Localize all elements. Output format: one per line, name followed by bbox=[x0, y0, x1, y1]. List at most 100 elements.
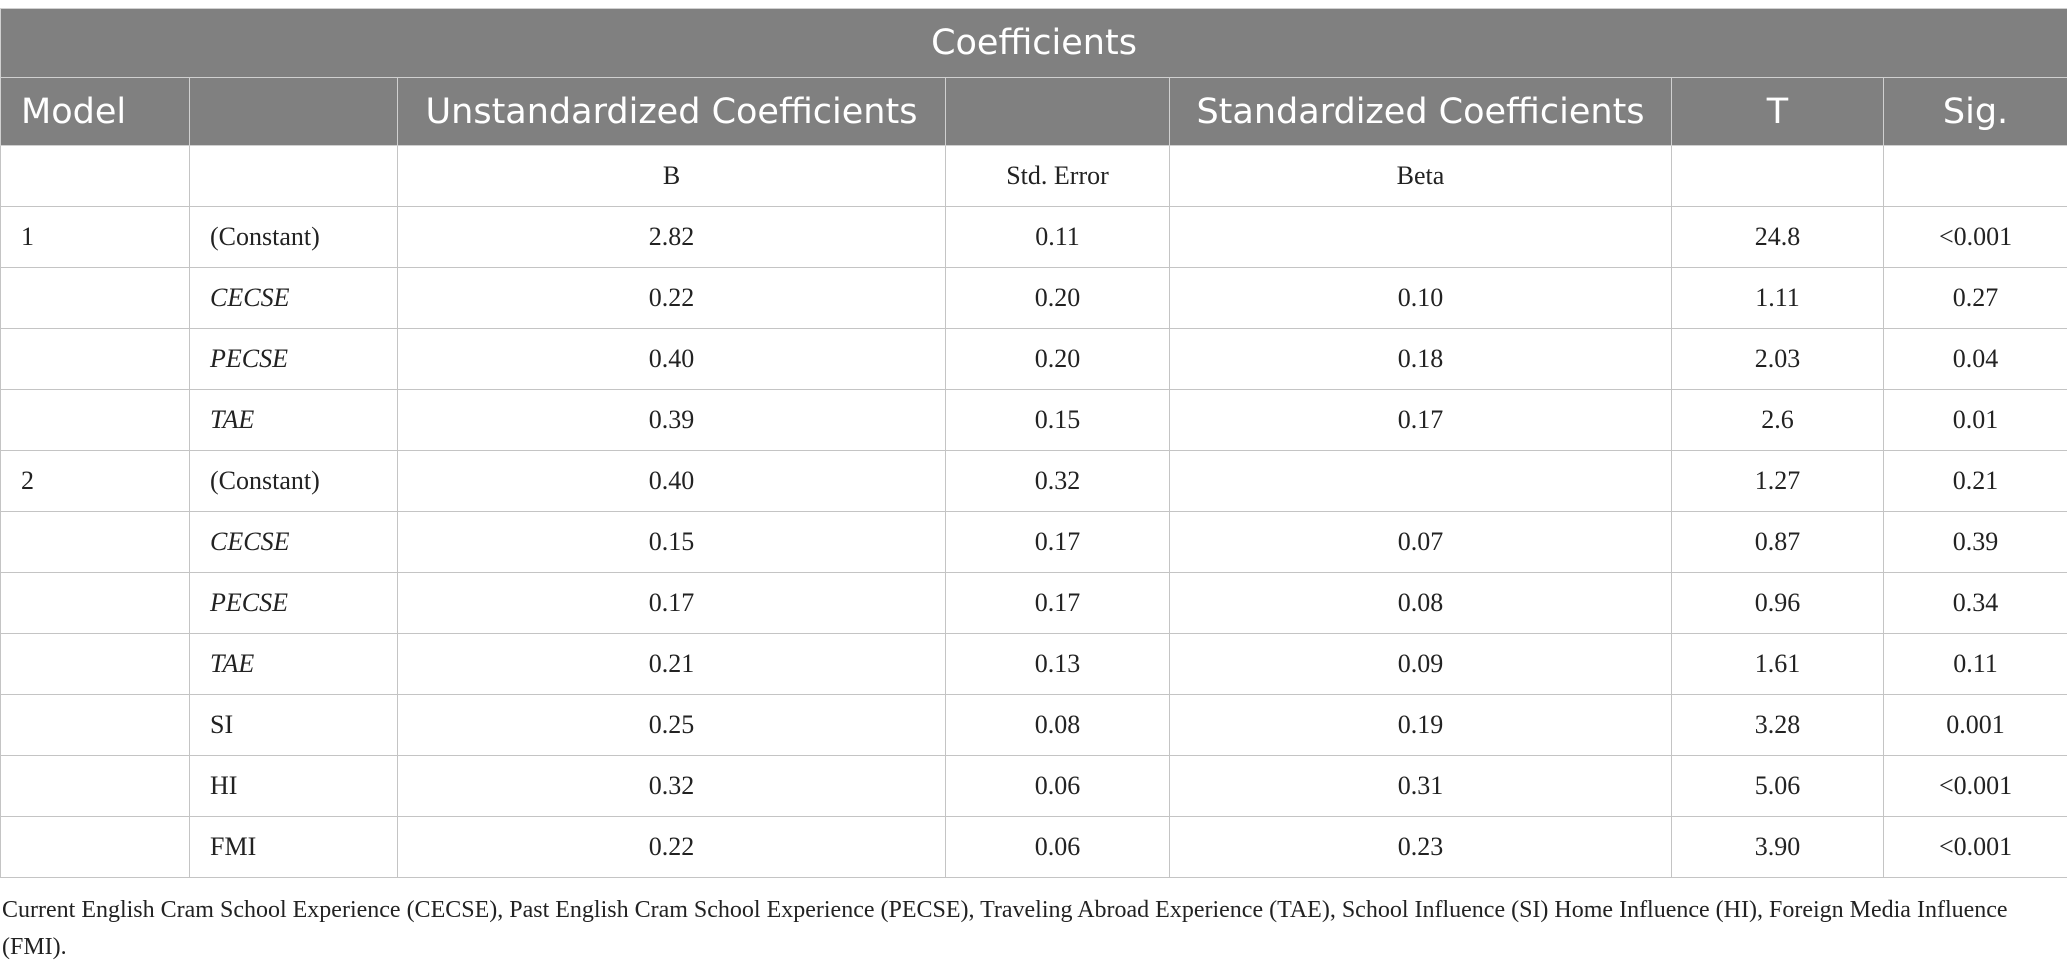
table-title-row: Coefficients bbox=[0, 8, 2067, 78]
cell-sig: 0.11 bbox=[1882, 633, 2067, 695]
cell-sig: 0.21 bbox=[1882, 450, 2067, 512]
header-t: T bbox=[1671, 77, 1884, 146]
table-footnote: Current English Cram School Experience (… bbox=[2, 897, 2008, 960]
cell-sig: <0.001 bbox=[1882, 816, 2067, 878]
table-row: 1 (Constant) 2.82 0.11 24.8 <0.001 bbox=[0, 206, 2067, 268]
cell-beta bbox=[1169, 450, 1672, 512]
cell-model: 1 bbox=[0, 206, 190, 268]
subheader-beta: Beta bbox=[1169, 145, 1672, 207]
subheader-model bbox=[0, 145, 190, 207]
cell-beta: 0.19 bbox=[1169, 694, 1672, 756]
cell-b: 0.25 bbox=[397, 694, 946, 756]
cell-b: 0.21 bbox=[397, 633, 946, 695]
cell-b: 0.22 bbox=[397, 267, 946, 329]
cell-b: 0.17 bbox=[397, 572, 946, 634]
subheader-b: B bbox=[397, 145, 946, 207]
table-row: TAE 0.21 0.13 0.09 1.61 0.11 bbox=[0, 633, 2067, 695]
cell-model bbox=[0, 572, 190, 634]
header-unstandardized-blank bbox=[945, 77, 1170, 146]
subheader-predictor bbox=[189, 145, 398, 207]
cell-b: 0.40 bbox=[397, 450, 946, 512]
cell-t: 2.6 bbox=[1671, 389, 1884, 451]
header-standardized: Standardized Coefficients bbox=[1169, 77, 1672, 146]
cell-b: 0.39 bbox=[397, 389, 946, 451]
cell-beta: 0.18 bbox=[1169, 328, 1672, 390]
cell-predictor: CECSE bbox=[189, 267, 398, 329]
cell-sig: <0.001 bbox=[1882, 206, 2067, 268]
cell-sig: 0.34 bbox=[1882, 572, 2067, 634]
cell-t: 0.96 bbox=[1671, 572, 1884, 634]
subheader-std-error: Std. Error bbox=[945, 145, 1170, 207]
table-row: 2 (Constant) 0.40 0.32 1.27 0.21 bbox=[0, 450, 2067, 512]
header-unstandardized: Unstandardized Coefficients bbox=[397, 77, 946, 146]
table-row: HI 0.32 0.06 0.31 5.06 <0.001 bbox=[0, 755, 2067, 817]
cell-beta: 0.31 bbox=[1169, 755, 1672, 817]
cell-t: 1.11 bbox=[1671, 267, 1884, 329]
cell-b: 2.82 bbox=[397, 206, 946, 268]
cell-predictor: (Constant) bbox=[189, 450, 398, 512]
table-row: PECSE 0.40 0.20 0.18 2.03 0.04 bbox=[0, 328, 2067, 390]
cell-sig: 0.001 bbox=[1882, 694, 2067, 756]
cell-model bbox=[0, 633, 190, 695]
cell-t: 1.27 bbox=[1671, 450, 1884, 512]
cell-predictor: TAE bbox=[189, 633, 398, 695]
cell-beta: 0.10 bbox=[1169, 267, 1672, 329]
cell-t: 2.03 bbox=[1671, 328, 1884, 390]
cell-sig: 0.04 bbox=[1882, 328, 2067, 390]
cell-b: 0.32 bbox=[397, 755, 946, 817]
cell-t: 5.06 bbox=[1671, 755, 1884, 817]
cell-std-error: 0.17 bbox=[945, 572, 1170, 634]
cell-beta: 0.07 bbox=[1169, 511, 1672, 573]
table-row: TAE 0.39 0.15 0.17 2.6 0.01 bbox=[0, 389, 2067, 451]
cell-t: 1.61 bbox=[1671, 633, 1884, 695]
cell-std-error: 0.08 bbox=[945, 694, 1170, 756]
table-row: FMI 0.22 0.06 0.23 3.90 <0.001 bbox=[0, 816, 2067, 878]
cell-model bbox=[0, 267, 190, 329]
table-row: SI 0.25 0.08 0.19 3.28 0.001 bbox=[0, 694, 2067, 756]
cell-t: 0.87 bbox=[1671, 511, 1884, 573]
subheader-t bbox=[1671, 145, 1884, 207]
cell-b: 0.22 bbox=[397, 816, 946, 878]
table-header-row: Model Unstandardized Coefficients Standa… bbox=[0, 77, 2067, 146]
cell-t: 24.8 bbox=[1671, 206, 1884, 268]
cell-predictor: PECSE bbox=[189, 572, 398, 634]
cell-sig: <0.001 bbox=[1882, 755, 2067, 817]
cell-std-error: 0.13 bbox=[945, 633, 1170, 695]
header-predictor bbox=[189, 77, 398, 146]
table-row: CECSE 0.22 0.20 0.10 1.11 0.27 bbox=[0, 267, 2067, 329]
cell-beta bbox=[1169, 206, 1672, 268]
cell-predictor: HI bbox=[189, 755, 398, 817]
cell-t: 3.28 bbox=[1671, 694, 1884, 756]
subheader-sig bbox=[1882, 145, 2067, 207]
subheader-row: B Std. Error Beta bbox=[0, 145, 2067, 207]
table-row: PECSE 0.17 0.17 0.08 0.96 0.34 bbox=[0, 572, 2067, 634]
cell-t: 3.90 bbox=[1671, 816, 1884, 878]
cell-b: 0.15 bbox=[397, 511, 946, 573]
cell-predictor: PECSE bbox=[189, 328, 398, 390]
cell-std-error: 0.32 bbox=[945, 450, 1170, 512]
cell-std-error: 0.20 bbox=[945, 328, 1170, 390]
cell-beta: 0.08 bbox=[1169, 572, 1672, 634]
table-row: CECSE 0.15 0.17 0.07 0.87 0.39 bbox=[0, 511, 2067, 573]
cell-std-error: 0.17 bbox=[945, 511, 1170, 573]
cell-model: 2 bbox=[0, 450, 190, 512]
cell-predictor: (Constant) bbox=[189, 206, 398, 268]
cell-predictor: TAE bbox=[189, 389, 398, 451]
cell-model bbox=[0, 755, 190, 817]
cell-beta: 0.17 bbox=[1169, 389, 1672, 451]
cell-model bbox=[0, 389, 190, 451]
cell-model bbox=[0, 328, 190, 390]
cell-model bbox=[0, 816, 190, 878]
cell-beta: 0.23 bbox=[1169, 816, 1672, 878]
header-sig: Sig. bbox=[1882, 77, 2067, 146]
cell-std-error: 0.15 bbox=[945, 389, 1170, 451]
cell-std-error: 0.11 bbox=[945, 206, 1170, 268]
cell-std-error: 0.06 bbox=[945, 755, 1170, 817]
header-model: Model bbox=[0, 77, 190, 146]
cell-std-error: 0.06 bbox=[945, 816, 1170, 878]
cell-model bbox=[0, 694, 190, 756]
coefficients-table-container: Coefficients Model Unstandardized Coeffi… bbox=[0, 8, 2067, 966]
table-title: Coefficients bbox=[0, 8, 2067, 78]
cell-beta: 0.09 bbox=[1169, 633, 1672, 695]
cell-predictor: CECSE bbox=[189, 511, 398, 573]
